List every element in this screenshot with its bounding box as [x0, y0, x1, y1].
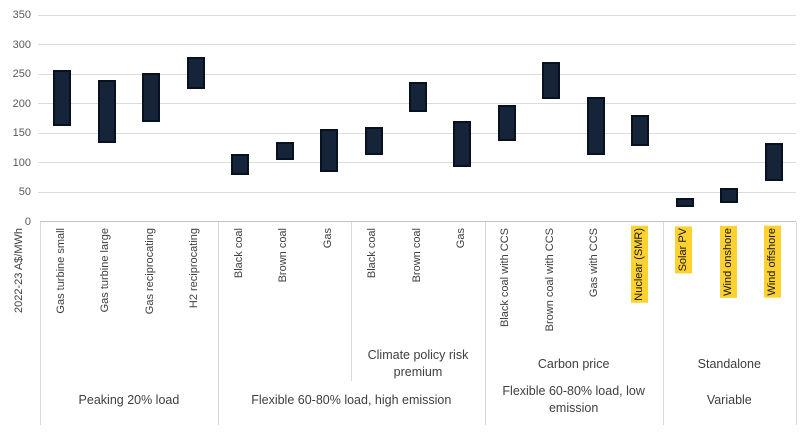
range-bar [720, 188, 739, 203]
y-tick-label: 100 [12, 156, 31, 169]
category-label: Brown coal [277, 228, 290, 283]
gridline [38, 14, 796, 16]
gridline [38, 162, 796, 163]
group-label: Peaking 20% load [78, 392, 180, 407]
group-divider-line [217, 221, 219, 425]
y-tick-label: 150 [12, 127, 31, 139]
group-divider-line [484, 221, 486, 425]
gridline [38, 44, 796, 45]
category-label: Black coal with CCS [499, 228, 512, 328]
category-label: Gas [454, 228, 467, 249]
range-bar [142, 72, 161, 122]
gridline [38, 73, 796, 75]
subgroup-label: Standalone [697, 356, 761, 371]
category-label: Gas with CCS [588, 228, 601, 298]
y-tick-label: 0 [24, 215, 31, 228]
range-bar [675, 197, 694, 208]
range-bar [764, 143, 783, 182]
range-bar [53, 69, 72, 126]
category-label: Solar PV [675, 226, 693, 274]
group-label: Flexible 60-80% load, high emission [251, 392, 452, 407]
subgroup-label: Carbon price [537, 356, 610, 371]
group-divider-line [796, 221, 797, 425]
y-tick-label: 250 [12, 68, 31, 80]
range-bar [409, 81, 427, 113]
range-bar [231, 154, 250, 176]
range-bar [631, 114, 650, 146]
subgroup-label: Climate policy risk premium [367, 348, 469, 379]
range-bar [186, 56, 205, 89]
range-bar [497, 104, 516, 142]
y-tick-label: 50 [18, 186, 31, 198]
category-label: Gas [321, 228, 334, 249]
category-label: Black coal [366, 228, 379, 279]
group-label: Variable [706, 392, 752, 407]
range-bar [586, 97, 605, 155]
y-axis-title: 2022-23 A$/MWh [13, 228, 25, 313]
y-tick-label: 200 [12, 97, 31, 110]
range-bar [320, 129, 339, 172]
category-label: Brown coal with CCS [543, 228, 556, 332]
category-label: Gas turbine small [54, 228, 67, 314]
category-label: H2 reciprocating [188, 228, 201, 309]
subgroup-divider-line [351, 221, 353, 381]
group-label: Flexible 60-80% load, low emission [502, 384, 645, 415]
group-divider-line [40, 221, 41, 425]
range-bar [542, 61, 561, 100]
gridline [38, 191, 796, 193]
group-divider-line [662, 221, 664, 425]
category-label: Black coal [232, 228, 245, 279]
x-axis-line [40, 221, 796, 222]
y-tick-label: 350 [12, 9, 31, 21]
gridline [38, 132, 796, 134]
range-bar [364, 127, 383, 155]
category-label: Wind onshore [719, 226, 737, 298]
category-label: Gas reciprocating [143, 228, 156, 315]
category-label: Gas turbine large [99, 228, 112, 313]
range-bar [275, 141, 294, 161]
category-label: Brown coal [410, 228, 423, 283]
category-label: Wind offshore [764, 226, 782, 298]
category-label: Nuclear (SMR) [630, 226, 648, 303]
range-bar [453, 121, 472, 167]
y-tick-label: 300 [12, 38, 31, 51]
range-bar [97, 80, 116, 144]
